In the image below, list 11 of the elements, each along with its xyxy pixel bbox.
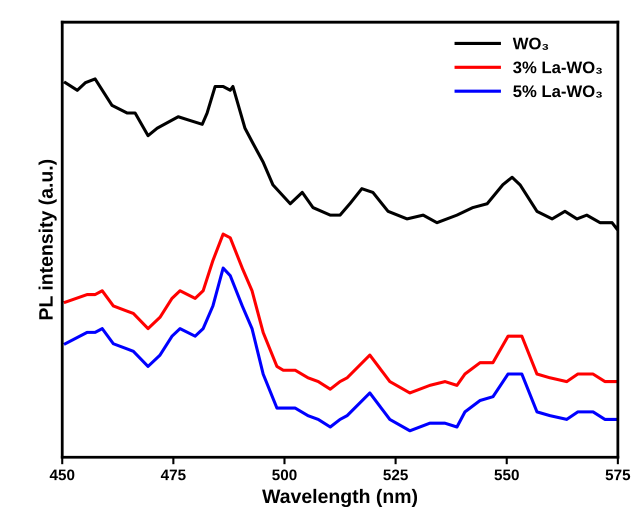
x-tick-label: 525 <box>383 469 408 480</box>
legend-label: WO₃ <box>512 38 548 50</box>
x-tick-label: 500 <box>272 469 297 480</box>
x-tick-label: 450 <box>50 469 74 480</box>
x-tick-label: 550 <box>494 469 519 480</box>
x-tick-label: 475 <box>160 470 186 480</box>
x-axis-title: Wavelength (nm) <box>262 488 418 508</box>
x-tick-label: 575 <box>606 470 630 480</box>
y-axis-title: PL intensity (a.u.) <box>38 160 57 320</box>
legend-label: 5% La-WO₃ <box>513 85 602 98</box>
legend-label: 3% La-WO₃ <box>513 61 602 74</box>
